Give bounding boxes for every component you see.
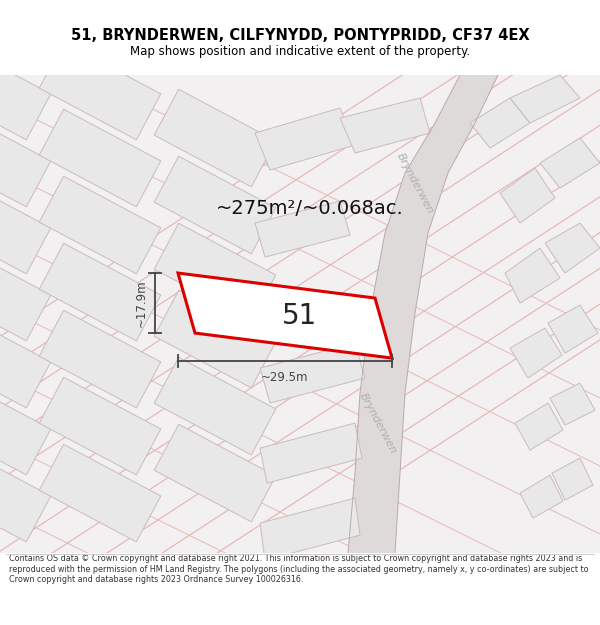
Polygon shape: [540, 138, 600, 188]
Polygon shape: [178, 273, 392, 358]
Polygon shape: [515, 403, 563, 450]
Text: ~275m²/~0.068ac.: ~275m²/~0.068ac.: [216, 199, 404, 217]
Polygon shape: [500, 168, 555, 223]
Polygon shape: [255, 108, 355, 170]
Text: Brynderwen: Brynderwen: [358, 391, 398, 455]
Polygon shape: [39, 310, 161, 408]
Polygon shape: [39, 243, 161, 341]
Polygon shape: [348, 75, 498, 553]
Polygon shape: [39, 42, 161, 140]
Polygon shape: [154, 223, 276, 321]
Polygon shape: [39, 109, 161, 207]
Polygon shape: [0, 444, 51, 542]
Text: Map shows position and indicative extent of the property.: Map shows position and indicative extent…: [130, 45, 470, 58]
Polygon shape: [510, 328, 562, 378]
Polygon shape: [552, 458, 593, 500]
Text: 51, BRYNDERWEN, CILFYNYDD, PONTYPRIDD, CF37 4EX: 51, BRYNDERWEN, CILFYNYDD, PONTYPRIDD, C…: [71, 28, 529, 43]
Polygon shape: [255, 201, 350, 257]
Polygon shape: [154, 424, 276, 522]
Text: Brynderwen: Brynderwen: [395, 151, 435, 215]
Polygon shape: [39, 378, 161, 475]
Polygon shape: [340, 98, 430, 153]
Polygon shape: [510, 75, 580, 123]
Polygon shape: [505, 248, 560, 303]
Polygon shape: [260, 423, 362, 483]
Polygon shape: [154, 357, 276, 455]
Polygon shape: [545, 223, 600, 273]
Polygon shape: [550, 383, 595, 425]
Polygon shape: [470, 98, 530, 148]
Polygon shape: [0, 42, 51, 140]
Polygon shape: [260, 343, 365, 403]
Text: ~29.5m: ~29.5m: [261, 371, 309, 384]
Polygon shape: [39, 444, 161, 542]
Text: 51: 51: [283, 302, 317, 329]
Polygon shape: [0, 176, 51, 274]
Polygon shape: [154, 89, 276, 187]
Polygon shape: [0, 310, 51, 408]
Polygon shape: [154, 156, 276, 254]
Polygon shape: [0, 243, 51, 341]
Polygon shape: [0, 109, 51, 207]
Text: ~17.9m: ~17.9m: [134, 279, 148, 327]
Polygon shape: [39, 176, 161, 274]
Polygon shape: [0, 378, 51, 475]
Polygon shape: [260, 498, 360, 560]
Polygon shape: [0, 75, 600, 553]
Polygon shape: [548, 305, 598, 353]
Polygon shape: [154, 290, 276, 388]
Polygon shape: [520, 475, 563, 518]
Text: Contains OS data © Crown copyright and database right 2021. This information is : Contains OS data © Crown copyright and d…: [9, 554, 589, 584]
